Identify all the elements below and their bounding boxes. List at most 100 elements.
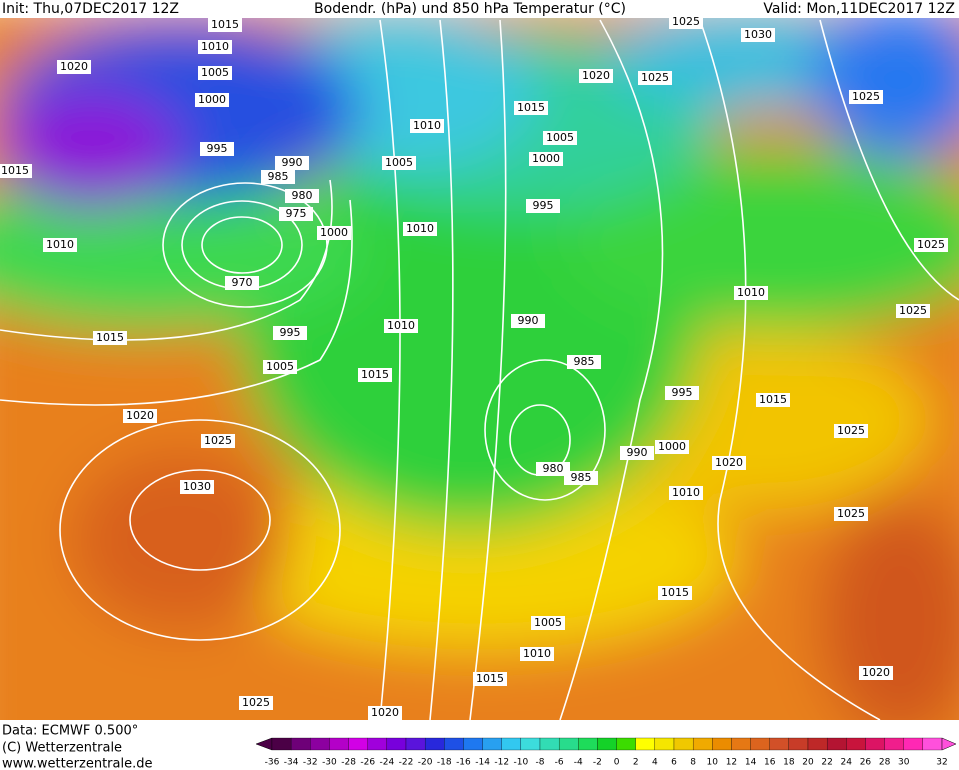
isobar-label-box — [317, 226, 351, 240]
isobar-label: 990 — [627, 446, 648, 459]
colorbar-swatch — [405, 737, 426, 751]
isobar-label-box — [849, 90, 883, 104]
isobar-label: 995 — [280, 326, 301, 339]
isobar-label-box — [579, 69, 613, 83]
isobar-label: 1010 — [413, 119, 441, 132]
isobar-label: 980 — [543, 462, 564, 475]
isobar-label-box — [279, 207, 313, 221]
isobar-label: 975 — [286, 207, 307, 220]
isobar-label: 1015 — [476, 672, 504, 685]
map-title: Bodendr. (hPa) und 850 hPa Temperatur (°… — [314, 1, 626, 17]
isobar-label: 1030 — [183, 480, 211, 493]
isobar-label-box — [526, 199, 560, 213]
colorbar-swatch — [692, 737, 713, 751]
colorbar-label: 14 — [745, 758, 757, 768]
isobar-label: 1025 — [204, 434, 232, 447]
isobar-label: 985 — [268, 170, 289, 183]
isobar-label-box — [712, 456, 746, 470]
colorbar-swatch — [903, 737, 924, 751]
colorbar-label: 8 — [690, 758, 696, 768]
data-source: Data: ECMWF 0.500° — [2, 724, 138, 739]
colorbar-swatch — [712, 737, 732, 751]
isobar-label: 1025 — [242, 696, 270, 709]
colorbar-swatch — [482, 737, 502, 751]
isobar-label-box — [0, 164, 32, 178]
isobar-label: 1015 — [361, 368, 389, 381]
colorbar-label: 18 — [783, 758, 795, 768]
colorbar-swatch — [348, 737, 368, 751]
isobar-label: 1020 — [862, 666, 890, 679]
isobar-label-box — [358, 368, 392, 382]
isobar-label-box — [57, 60, 91, 74]
colorbar-label: 0 — [614, 758, 620, 768]
isobar-label-box — [914, 238, 948, 252]
isobar-label-box — [543, 131, 577, 145]
isobar-label-box — [669, 486, 703, 500]
valid-time: Valid: Mon,11DEC2017 12Z — [763, 1, 955, 17]
isobar-label-box — [669, 15, 703, 29]
isobar-label-box — [368, 706, 402, 720]
isobar-label-box — [511, 314, 545, 328]
colorbar-swatch — [884, 737, 904, 751]
init-time: Init: Thu,07DEC2017 12Z — [2, 1, 179, 17]
colorbar-label: -8 — [536, 758, 545, 768]
isobar-label-box — [859, 666, 893, 680]
colorbar-label: -30 — [322, 758, 337, 768]
colorbar-label: -6 — [555, 758, 564, 768]
isobar-label: 1020 — [715, 456, 743, 469]
isobar-label: 1015 — [211, 18, 239, 31]
colorbar-label: 4 — [652, 758, 658, 768]
colorbar-swatch — [367, 737, 388, 751]
isobar-label-box — [658, 586, 692, 600]
colorbar-label: -36 — [265, 758, 280, 768]
colorbar-label: -28 — [341, 758, 356, 768]
isobar-label: 1015 — [759, 393, 787, 406]
colorbar-label: 2 — [633, 758, 639, 768]
isobar-label-box — [200, 142, 234, 156]
isobar-label-box — [514, 101, 548, 115]
isobar-label-box — [382, 156, 416, 170]
isobar-label-box — [834, 424, 868, 438]
isobar-label: 1005 — [385, 156, 413, 169]
isobar-label-box — [225, 276, 259, 290]
isobar-label: 1020 — [60, 60, 88, 73]
isobar-label: 1025 — [852, 90, 880, 103]
colorbar-label: -2 — [593, 758, 602, 768]
isobar-label: 1025 — [837, 507, 865, 520]
isobar-label-box — [741, 28, 775, 42]
colorbar-label: -14 — [475, 758, 490, 768]
colorbar-right-arrow — [941, 737, 957, 751]
colorbar-swatch — [271, 737, 292, 751]
isobar-label-box — [263, 360, 297, 374]
colorbar-swatch — [539, 737, 560, 751]
colorbar-label: -16 — [456, 758, 471, 768]
colorbar-label: -22 — [399, 758, 414, 768]
colorbar-swatch — [329, 737, 349, 751]
colorbar-swatch — [807, 737, 828, 751]
colorbar-swatch — [386, 737, 407, 751]
isobar-label-box — [201, 434, 235, 448]
isobar-label-box — [531, 616, 565, 630]
colorbar-label: 30 — [898, 758, 910, 768]
isobar-label-box — [43, 238, 77, 252]
colorbar-label: -12 — [494, 758, 509, 768]
colorbar-swatch — [750, 737, 770, 751]
isobar-label: 1020 — [371, 706, 399, 719]
colorbar-swatch — [424, 737, 445, 751]
isobar-label-box — [198, 40, 232, 54]
isobar-label-box — [285, 189, 319, 203]
isobar-label: 1020 — [582, 69, 610, 82]
colorbar-swatch — [520, 737, 541, 751]
isobar-label: 1005 — [546, 131, 574, 144]
isobar-label: 1025 — [641, 71, 669, 84]
isobar-label: 1010 — [46, 238, 74, 251]
isobar-label: 1010 — [672, 486, 700, 499]
isobar-label: 1010 — [201, 40, 229, 53]
isobar-label: 1015 — [661, 586, 689, 599]
colorbar-swatch — [769, 737, 790, 751]
isobar-label: 1005 — [266, 360, 294, 373]
isobar-label: 1000 — [658, 440, 686, 453]
isobar-label-box — [275, 156, 309, 170]
colorbar-label: -20 — [418, 758, 433, 768]
